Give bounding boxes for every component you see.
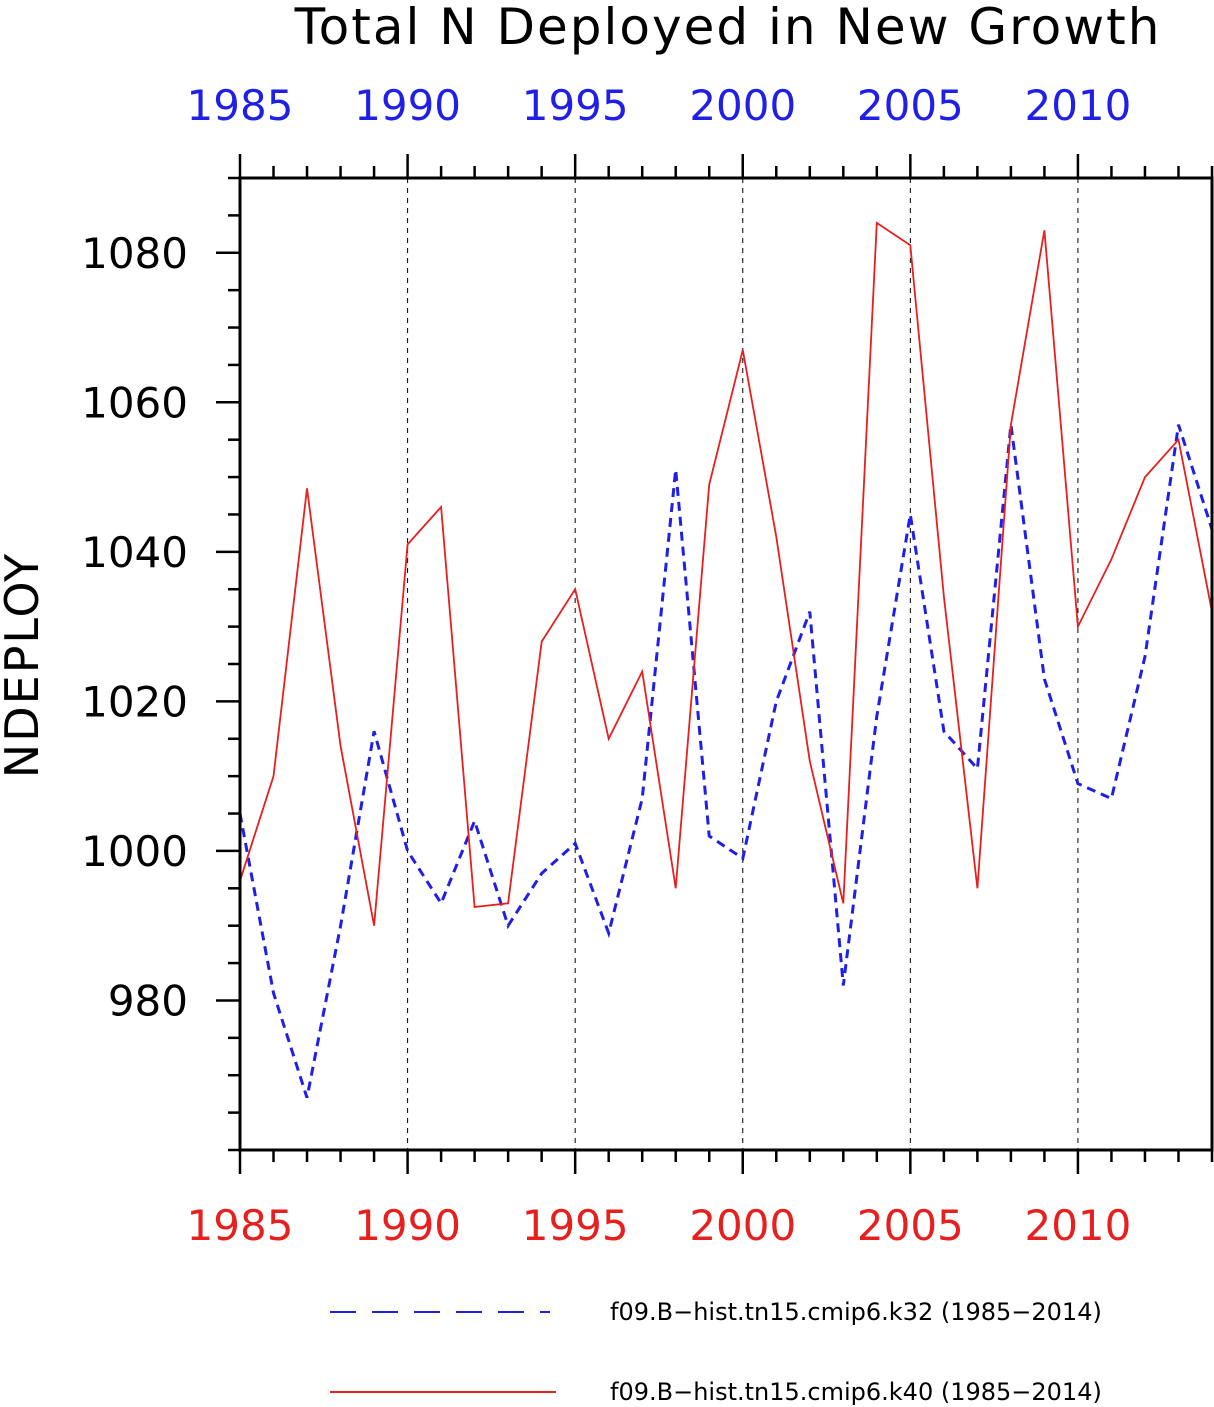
chart-title: Total N Deployed in New Growth xyxy=(294,0,1162,56)
legend: f09.B−hist.tn15.cmip6.k32 (1985−2014) f0… xyxy=(330,1298,1102,1406)
y-tick-label-980: 980 xyxy=(108,976,188,1025)
bottom-tick-label-2005: 2005 xyxy=(857,1201,964,1250)
y-tick-label-1060: 1060 xyxy=(81,378,188,427)
y-axis-label: NDEPLOY xyxy=(0,552,49,778)
bottom-tick-label-1985: 1985 xyxy=(187,1201,294,1250)
legend-item-k40: f09.B−hist.tn15.cmip6.k40 (1985−2014) xyxy=(330,1378,1102,1406)
top-tick-label-1985: 1985 xyxy=(187,81,294,130)
series-line-1 xyxy=(239,221,1213,926)
y-tick-label-1020: 1020 xyxy=(81,677,188,726)
plot-frame xyxy=(238,176,1214,1152)
top-tick-label-1995: 1995 xyxy=(522,81,629,130)
bottom-tick-label-1995: 1995 xyxy=(522,1201,629,1250)
y-tick-label-1000: 1000 xyxy=(81,827,188,876)
top-tick-label-1990: 1990 xyxy=(354,81,461,130)
legend-label-k32: f09.B−hist.tn15.cmip6.k32 (1985−2014) xyxy=(610,1298,1102,1326)
y-tick-label-1080: 1080 xyxy=(81,229,188,278)
series-line-0 xyxy=(238,424,1214,1099)
bottom-tick-label-2010: 2010 xyxy=(1024,1201,1131,1250)
top-tick-label-2010: 2010 xyxy=(1024,81,1131,130)
top-tick-label-2005: 2005 xyxy=(857,81,964,130)
y-tick-label-1040: 1040 xyxy=(81,528,188,577)
legend-label-k40: f09.B−hist.tn15.cmip6.k40 (1985−2014) xyxy=(610,1378,1102,1406)
bottom-tick-label-1990: 1990 xyxy=(354,1201,461,1250)
legend-item-k32: f09.B−hist.tn15.cmip6.k32 (1985−2014) xyxy=(330,1298,1102,1326)
vertical-grid xyxy=(407,178,1079,1150)
tick-labels: 1985 1985 1990 1990 1995 1995 2000 2000 2005 2005… xyxy=(81,81,1131,1250)
axis-ticks xyxy=(216,154,1214,1174)
series-lines xyxy=(238,221,1214,1099)
top-tick-label-2000: 2000 xyxy=(689,81,796,130)
bottom-tick-label-2000: 2000 xyxy=(689,1201,796,1250)
